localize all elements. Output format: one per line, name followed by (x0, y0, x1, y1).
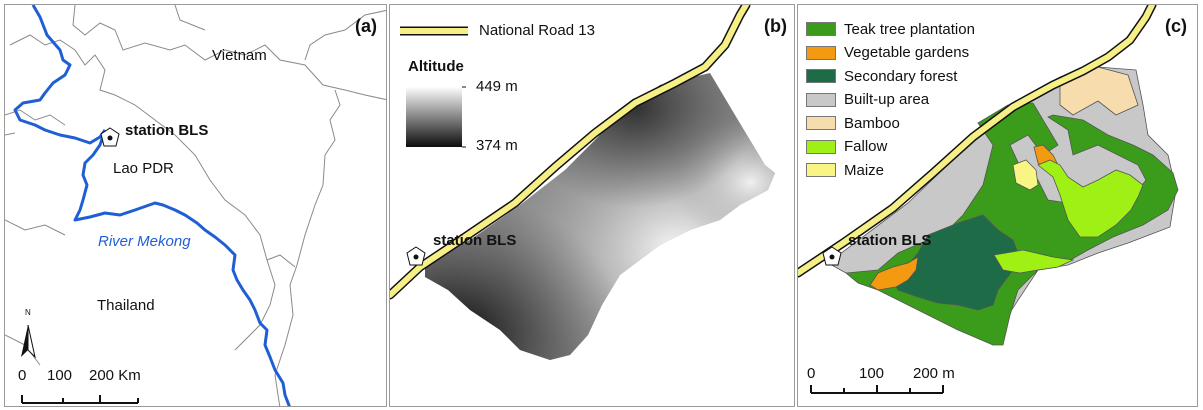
legend-swatch (806, 92, 836, 107)
road-legend-label: National Road 13 (479, 22, 595, 39)
legend-swatch (806, 139, 836, 154)
legend-swatch (806, 163, 836, 177)
station-label: station BLS (848, 232, 932, 249)
river-mekong-line (13, 5, 291, 406)
panel-a-label: (a) (355, 16, 377, 36)
landuse-polygons (827, 66, 1179, 346)
altitude-legend-title: Altitude (408, 58, 464, 75)
scale-a-tick-0: 0 (18, 367, 27, 384)
legend-swatch (806, 22, 836, 36)
altitude-legend-max: 449 m (476, 78, 518, 95)
legend-item: Secondary forest (806, 67, 957, 85)
dem-raster (425, 73, 775, 360)
altitude-legend-ramp (406, 87, 462, 147)
altitude-map-svg (390, 5, 775, 360)
scale-a-tick-200: 200 Km (89, 367, 141, 384)
scale-c-tick-100: 100 (859, 365, 885, 382)
station-marker (822, 246, 842, 266)
regional-map-svg (5, 5, 386, 406)
legend-swatch (806, 69, 836, 83)
station-marker (100, 127, 120, 147)
panel-a-regional-map: (a) Vietnam station BLS Lao PDR River Me… (4, 4, 387, 407)
scale-c-tick-0: 0 (807, 365, 816, 382)
legend-label: Vegetable gardens (844, 44, 970, 61)
scale-a-tick-100: 100 (47, 367, 73, 384)
north-arrow (21, 324, 36, 359)
legend-label: Fallow (844, 138, 888, 155)
legend-label: Built-up area (844, 91, 930, 108)
altitude-legend-min: 374 m (476, 137, 518, 154)
country-borders (5, 5, 386, 406)
legend-label: Maize (844, 161, 885, 179)
legend-item: Fallow (806, 138, 887, 156)
station-label: station BLS (125, 122, 209, 139)
river-label: River Mekong (98, 233, 191, 250)
panel-b-label: (b) (764, 16, 787, 36)
landuse-map-svg (798, 5, 1179, 394)
north-label: N (25, 308, 31, 317)
station-label: station BLS (433, 232, 517, 249)
national-road-13 (798, 5, 1157, 278)
panel-b-altitude-map: National Road 13 (b) Altitude 449 m 374 … (389, 4, 795, 407)
station-marker (406, 246, 426, 266)
legend-swatch (806, 116, 836, 130)
legend-item: Built-up area (806, 91, 929, 109)
legend-item: Maize (806, 161, 884, 179)
legend-swatch (806, 45, 836, 60)
legend-label: Bamboo (844, 114, 900, 132)
scale-bar-c (810, 385, 944, 394)
legend-item: Teak tree plantation (806, 20, 975, 38)
scale-c-tick-200: 200 m (913, 365, 955, 382)
country-label-vietnam: Vietnam (212, 47, 267, 64)
panel-c-landuse-map: Teak tree plantation Vegetable gardens Sec… (797, 4, 1198, 407)
national-road-13 (390, 5, 751, 300)
legend-item: Vegetable gardens (806, 44, 969, 62)
scale-bar-a (21, 395, 139, 404)
panel-c-label: (c) (1165, 16, 1187, 36)
country-label-thailand: Thailand (97, 297, 155, 314)
legend-item: Bamboo (806, 114, 900, 132)
legend-label: Teak tree plantation (844, 20, 975, 38)
country-label-laos: Lao PDR (113, 160, 174, 177)
altitude-legend-ticks (462, 86, 466, 148)
legend-label: Secondary forest (844, 67, 958, 85)
